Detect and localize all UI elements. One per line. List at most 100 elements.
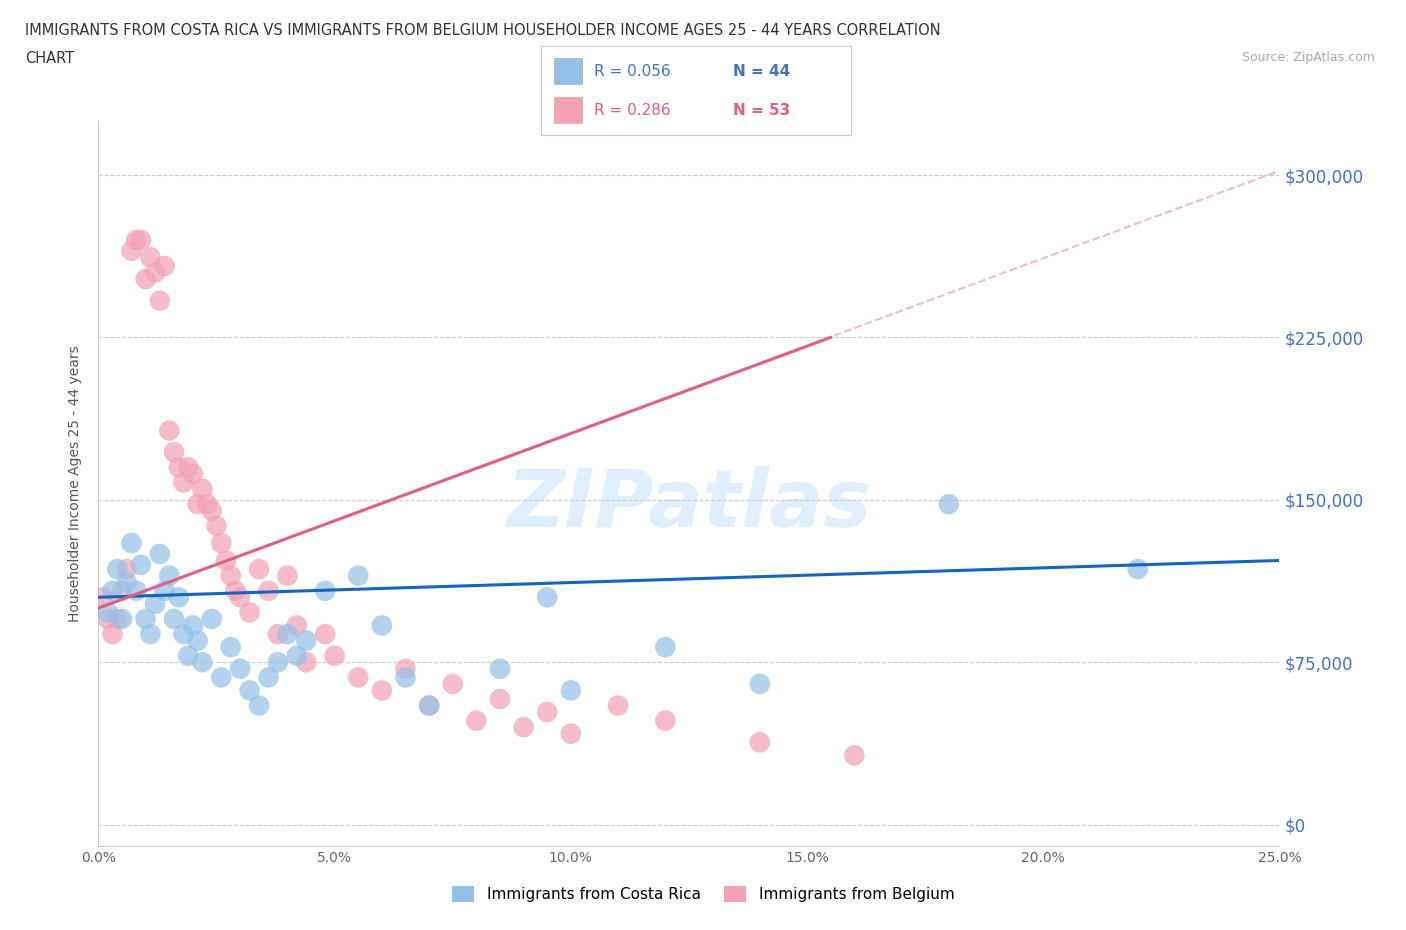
- Point: [135, 272, 157, 286]
- Point: [229, 661, 252, 676]
- Point: [938, 497, 960, 512]
- Point: [654, 640, 676, 655]
- Bar: [554, 58, 582, 85]
- Point: [371, 683, 394, 698]
- Point: [157, 423, 180, 438]
- Point: [187, 497, 209, 512]
- Point: [187, 633, 209, 648]
- Point: [167, 590, 190, 604]
- Point: [748, 735, 770, 750]
- Point: [394, 661, 416, 676]
- Text: R = 0.056: R = 0.056: [593, 64, 671, 79]
- Point: [101, 583, 124, 598]
- Point: [224, 583, 246, 598]
- Point: [125, 232, 148, 247]
- Point: [219, 640, 242, 655]
- Point: [97, 605, 120, 620]
- Point: [125, 583, 148, 598]
- Text: N = 44: N = 44: [733, 64, 790, 79]
- Point: [167, 460, 190, 475]
- Point: [149, 547, 172, 562]
- Legend: Immigrants from Costa Rica, Immigrants from Belgium: Immigrants from Costa Rica, Immigrants f…: [446, 880, 960, 909]
- Point: [536, 590, 558, 604]
- Point: [295, 633, 318, 648]
- Point: [177, 648, 200, 663]
- Point: [560, 726, 582, 741]
- Point: [371, 618, 394, 633]
- Point: [276, 627, 298, 642]
- Point: [536, 705, 558, 720]
- Point: [215, 553, 238, 568]
- Point: [157, 568, 180, 583]
- Point: [115, 575, 138, 590]
- Point: [347, 568, 370, 583]
- Point: [748, 676, 770, 691]
- Point: [267, 655, 290, 670]
- Point: [139, 250, 162, 265]
- Point: [489, 661, 512, 676]
- Point: [121, 244, 143, 259]
- Point: [139, 627, 162, 642]
- Point: [105, 562, 128, 577]
- Point: [163, 445, 186, 459]
- Point: [177, 460, 200, 475]
- Point: [607, 698, 630, 713]
- Point: [219, 568, 242, 583]
- Point: [654, 713, 676, 728]
- Point: [111, 583, 134, 598]
- Point: [172, 627, 194, 642]
- Y-axis label: Householder Income Ages 25 - 44 years: Householder Income Ages 25 - 44 years: [69, 345, 83, 622]
- Point: [205, 518, 228, 533]
- Text: CHART: CHART: [25, 51, 75, 66]
- Text: ZIPatlas: ZIPatlas: [506, 466, 872, 544]
- Point: [276, 568, 298, 583]
- Point: [418, 698, 440, 713]
- Point: [91, 590, 114, 604]
- Point: [105, 612, 128, 627]
- Point: [465, 713, 488, 728]
- Point: [191, 655, 214, 670]
- Point: [239, 605, 262, 620]
- Point: [111, 612, 134, 627]
- Point: [101, 627, 124, 642]
- Point: [97, 612, 120, 627]
- Point: [143, 596, 166, 611]
- Point: [191, 482, 214, 497]
- Point: [239, 683, 262, 698]
- Point: [153, 583, 176, 598]
- Point: [257, 583, 280, 598]
- Point: [209, 536, 232, 551]
- Point: [323, 648, 346, 663]
- Point: [247, 698, 270, 713]
- Point: [347, 670, 370, 684]
- Text: IMMIGRANTS FROM COSTA RICA VS IMMIGRANTS FROM BELGIUM HOUSEHOLDER INCOME AGES 25: IMMIGRANTS FROM COSTA RICA VS IMMIGRANTS…: [25, 23, 941, 38]
- Point: [209, 670, 232, 684]
- Point: [135, 612, 157, 627]
- Text: N = 53: N = 53: [733, 102, 790, 117]
- Point: [489, 692, 512, 707]
- Point: [195, 497, 218, 512]
- Point: [181, 618, 204, 633]
- Point: [129, 232, 152, 247]
- Point: [295, 655, 318, 670]
- Point: [257, 670, 280, 684]
- Point: [143, 265, 166, 280]
- Point: [285, 648, 308, 663]
- Point: [394, 670, 416, 684]
- Point: [285, 618, 308, 633]
- Text: Source: ZipAtlas.com: Source: ZipAtlas.com: [1241, 51, 1375, 64]
- Point: [314, 583, 336, 598]
- Point: [129, 557, 152, 572]
- Point: [441, 676, 464, 691]
- Point: [115, 562, 138, 577]
- Point: [844, 748, 866, 763]
- Point: [229, 590, 252, 604]
- Point: [181, 467, 204, 482]
- Point: [121, 536, 143, 551]
- Point: [1126, 562, 1149, 577]
- Text: R = 0.286: R = 0.286: [593, 102, 671, 117]
- Point: [418, 698, 440, 713]
- Point: [560, 683, 582, 698]
- Point: [314, 627, 336, 642]
- Point: [163, 612, 186, 627]
